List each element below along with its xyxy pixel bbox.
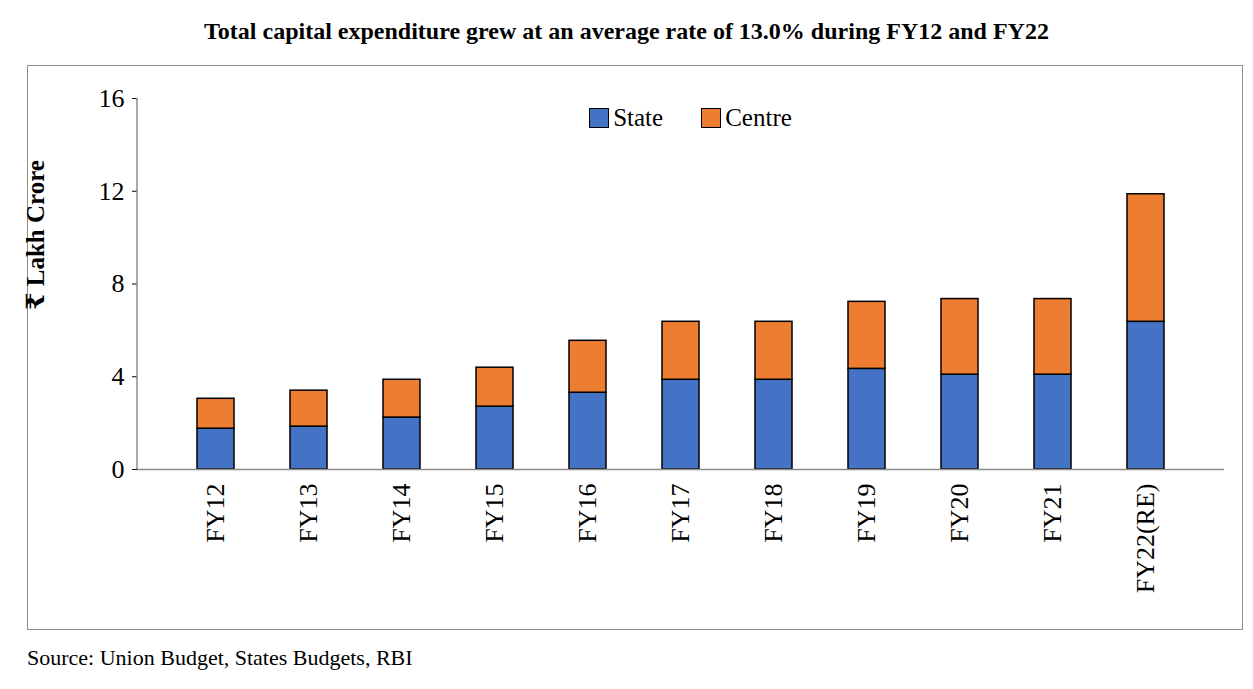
svg-text:FY14: FY14 xyxy=(387,484,416,543)
svg-text:16: 16 xyxy=(99,84,125,113)
svg-text:4: 4 xyxy=(112,362,125,391)
svg-text:FY18: FY18 xyxy=(759,484,788,543)
html-text:Total capital expenditure grew: Total capital expenditure grew at an ave… xyxy=(204,18,1049,44)
svg-text:FY20: FY20 xyxy=(945,484,974,543)
html-text:State: State xyxy=(613,104,664,131)
html-text:₹ Lakh Crore: ₹ Lakh Crore xyxy=(21,160,49,310)
svg-text:0: 0 xyxy=(112,455,125,484)
svg-text:FY13: FY13 xyxy=(294,484,323,543)
svg-text:FY15: FY15 xyxy=(480,484,509,543)
svg-text:FY17: FY17 xyxy=(666,484,695,543)
html-text:Source: Union Budget, States B: Source: Union Budget, States Budgets, RB… xyxy=(27,645,413,670)
html-text:Centre: Centre xyxy=(725,104,792,131)
svg-text:12: 12 xyxy=(99,177,125,206)
svg-text:FY16: FY16 xyxy=(573,484,602,543)
svg-text:FY12: FY12 xyxy=(201,484,230,543)
svg-text:8: 8 xyxy=(112,269,125,298)
svg-text:FY19: FY19 xyxy=(852,484,881,543)
svg-text:FY21: FY21 xyxy=(1038,484,1067,543)
svg-text:FY22(RE): FY22(RE) xyxy=(1131,484,1160,594)
